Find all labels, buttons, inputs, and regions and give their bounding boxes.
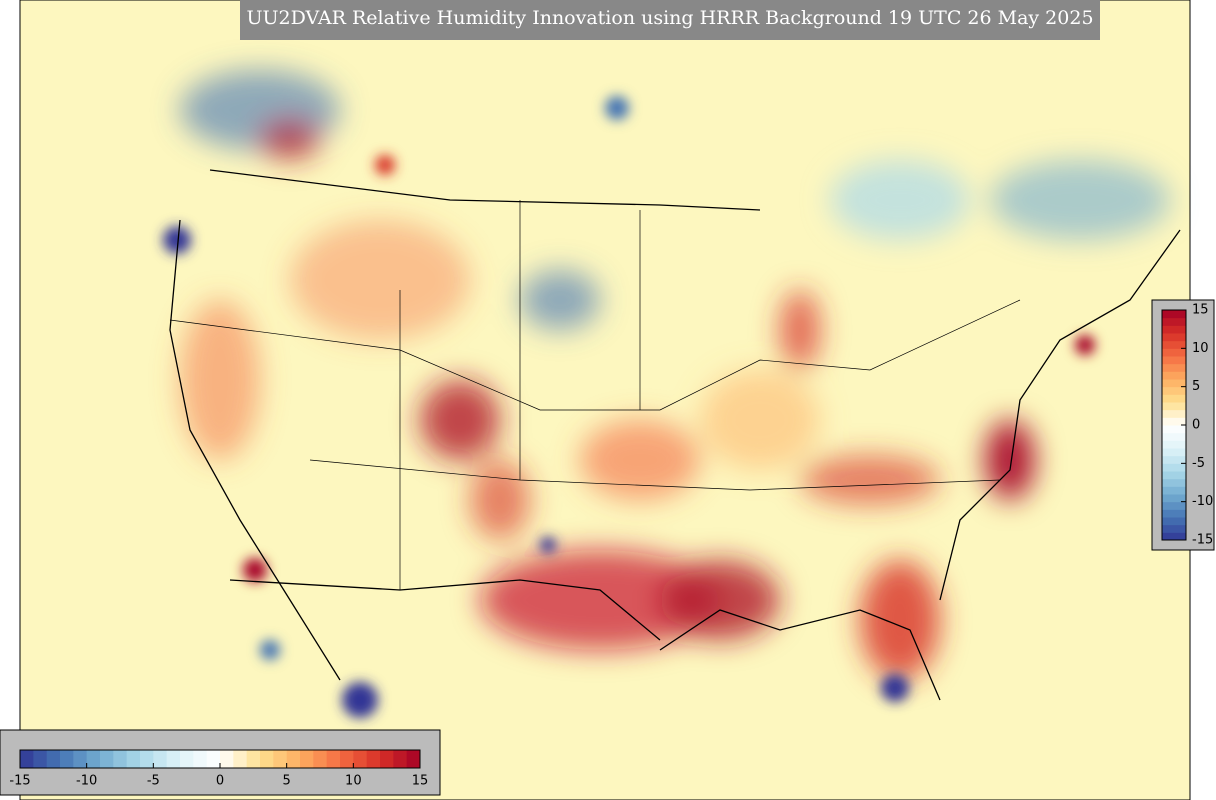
colorbar-segment — [140, 750, 154, 768]
colorbar-segment — [1162, 348, 1186, 357]
title: UU2DVAR Relative Humidity Innovation usi… — [246, 7, 1093, 29]
colorbar-segment — [393, 750, 408, 768]
colorbar-segment — [1162, 448, 1186, 457]
tick-label: -15 — [9, 774, 30, 789]
colorbar-segment — [1162, 317, 1186, 326]
colorbar-segment — [1162, 471, 1186, 480]
colorbar-segment — [260, 750, 274, 768]
colorbar-segment — [166, 750, 181, 768]
colorbar-segment — [46, 750, 61, 768]
colorbar-segment — [1162, 402, 1186, 411]
colorbar-segment — [1162, 494, 1186, 503]
colorbar-segment — [193, 750, 208, 768]
colorbar-segment — [1162, 463, 1186, 472]
colorbar-segment — [366, 750, 381, 768]
colorbar-segment — [1162, 524, 1186, 533]
colorbar-segment — [220, 750, 234, 768]
vertical-colorbar: 15 10 5 0 -5 -10 -15 — [1161, 303, 1213, 548]
colorbar-segment — [1162, 340, 1186, 349]
colorbar-segment — [340, 750, 354, 768]
colorbar-segment — [73, 750, 88, 768]
innovation-field — [180, 70, 1170, 680]
colorbar-segment — [86, 750, 101, 768]
colorbar-segment — [246, 750, 261, 768]
colorbar-segment — [1162, 501, 1186, 510]
tick-label: 0 — [1192, 418, 1200, 433]
tick-label: 0 — [216, 774, 224, 789]
colorbar-segment — [180, 750, 194, 768]
colorbar-segment — [1162, 417, 1186, 426]
colorbar-segment — [1162, 440, 1186, 449]
colorbar-segment — [113, 750, 128, 768]
tick-label: -15 — [1192, 533, 1213, 548]
colorbar-segment — [1162, 425, 1186, 434]
colorbar-segment — [1162, 386, 1186, 395]
tick-label: 10 — [1192, 341, 1209, 356]
colorbar-segment — [1162, 509, 1186, 518]
tick-label: -10 — [76, 774, 97, 789]
boundaries — [169, 169, 1181, 701]
colorbar-segment — [1162, 371, 1186, 380]
colorbar-segment — [1162, 325, 1186, 334]
colorbar-segment — [1162, 356, 1186, 365]
colorbar-segment — [20, 750, 34, 768]
colorbar-segment — [60, 750, 74, 768]
colorbar-segment — [380, 750, 394, 768]
colorbar-segment — [1162, 517, 1186, 526]
colorbar-segment — [1162, 333, 1186, 342]
colorbar-segment — [1162, 363, 1186, 372]
colorbar-segment — [126, 750, 141, 768]
colorbar-segment — [1162, 486, 1186, 495]
colorbar-segment — [1162, 532, 1186, 541]
colorbar-segment — [326, 750, 341, 768]
colorbar-segment — [273, 750, 288, 768]
colorbar-segment — [353, 750, 368, 768]
innovation-spots — [163, 96, 1095, 718]
colorbar-segment — [33, 750, 48, 768]
colorbar-segment — [1162, 394, 1186, 403]
tick-label: 5 — [283, 774, 291, 789]
tick-label: -5 — [147, 774, 160, 789]
colorbar-segment — [1162, 432, 1186, 441]
colorbar-segment — [406, 750, 421, 768]
colorbar-segment — [1162, 409, 1186, 418]
tick-label: 15 — [1192, 303, 1209, 318]
horizontal-colorbar: -15 -10 -5 0 5 10 15 — [9, 749, 429, 789]
colorbar-segment — [153, 750, 168, 768]
colorbar-segment — [1162, 478, 1186, 487]
colorbar-segment — [100, 750, 114, 768]
colorbar-segment — [1162, 379, 1186, 388]
colorbar-segment — [300, 750, 314, 768]
tick-label: -5 — [1192, 456, 1205, 471]
tick-label: 15 — [412, 774, 429, 789]
colorbar-segment — [1162, 310, 1186, 319]
tick-label: -10 — [1192, 494, 1213, 509]
tick-label: 10 — [345, 774, 362, 789]
title-box — [240, 0, 1100, 40]
tick-label: 5 — [1192, 379, 1200, 394]
colorbar-segment — [206, 750, 221, 768]
colorbar-segment — [233, 750, 248, 768]
colorbar-segment — [286, 750, 301, 768]
colorbar-segment — [313, 750, 328, 768]
colorbar-segment — [1162, 455, 1186, 464]
